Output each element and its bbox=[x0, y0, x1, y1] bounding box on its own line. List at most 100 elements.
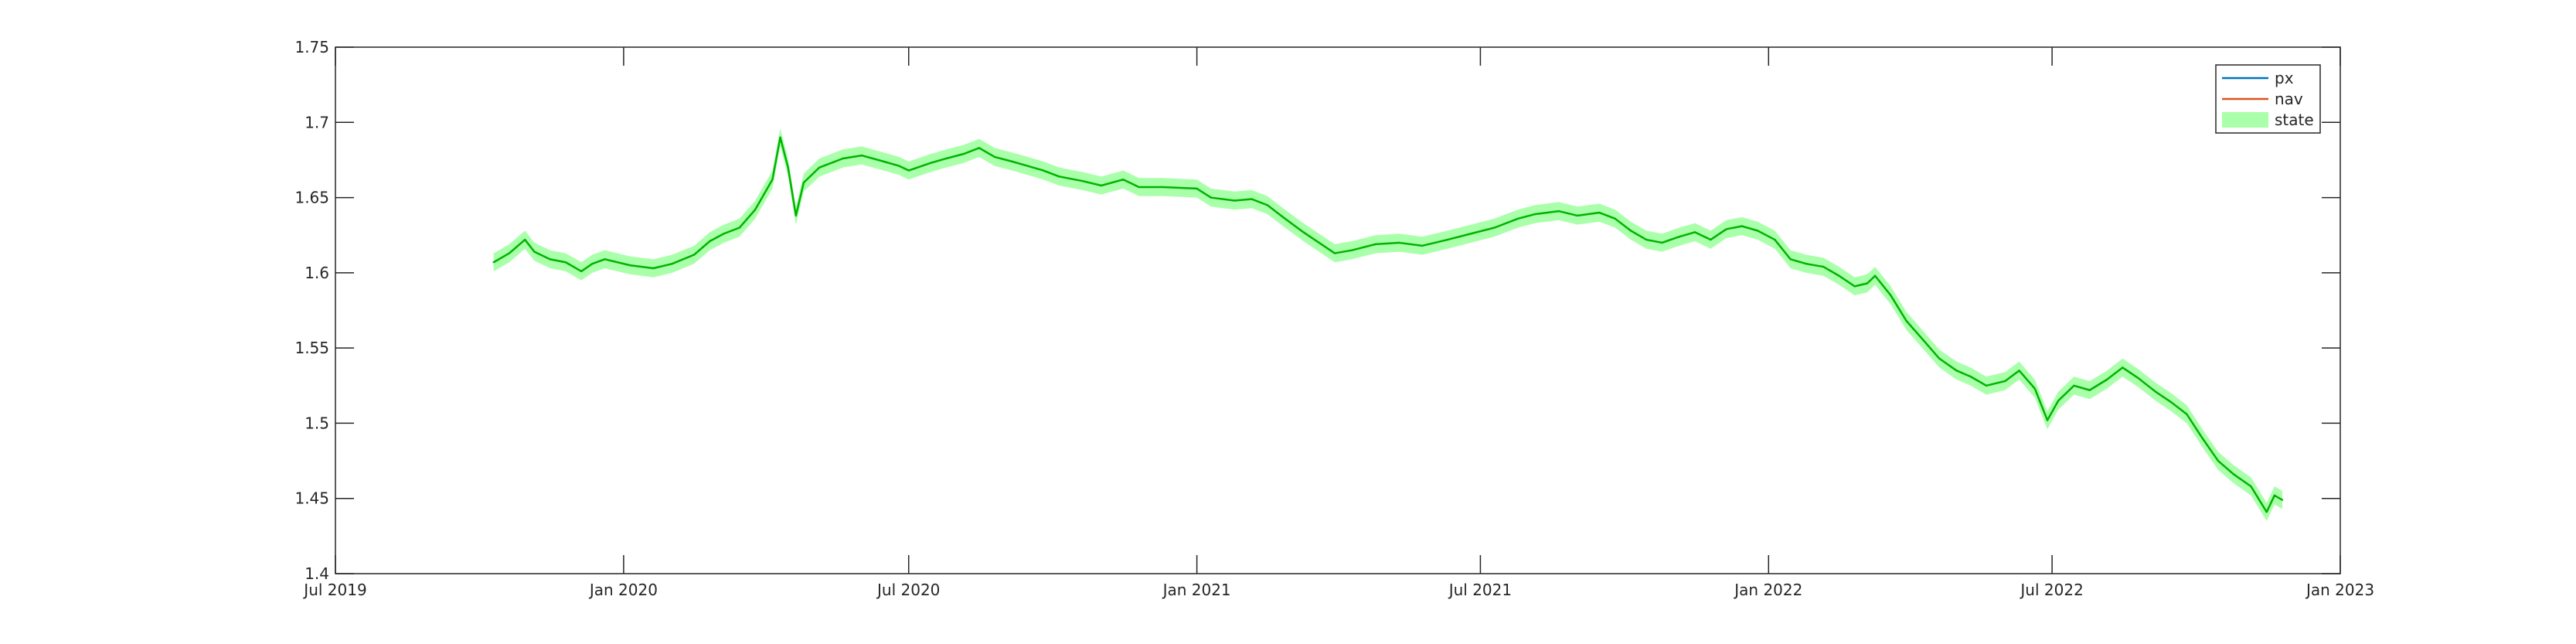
data-point bbox=[533, 250, 536, 253]
data-point bbox=[2281, 499, 2284, 501]
data-point bbox=[1042, 169, 1045, 172]
x-tick-label: Jul 2022 bbox=[2019, 581, 2083, 599]
data-point bbox=[1421, 244, 1424, 247]
data-point bbox=[652, 267, 655, 270]
data-point bbox=[2046, 419, 2049, 421]
data-point bbox=[795, 214, 798, 217]
data-point bbox=[2004, 380, 2006, 383]
data-point bbox=[1614, 217, 1616, 220]
data-point bbox=[1138, 186, 1140, 189]
data-point bbox=[1693, 231, 1696, 233]
data-point bbox=[842, 157, 844, 160]
data-point bbox=[2186, 413, 2188, 415]
data-point bbox=[723, 233, 725, 235]
data-point bbox=[1302, 231, 1305, 233]
data-point bbox=[1838, 274, 1840, 277]
data-point bbox=[1645, 238, 1648, 241]
data-point bbox=[2073, 384, 2075, 387]
series-line-layer bbox=[492, 136, 2284, 513]
data-point bbox=[2201, 437, 2203, 440]
data-point bbox=[818, 166, 821, 169]
axes-frame bbox=[335, 46, 2341, 574]
data-point bbox=[1789, 258, 1792, 261]
data-point bbox=[1938, 357, 1941, 359]
data-point bbox=[1351, 249, 1353, 251]
legend-label-nav: nav bbox=[2275, 90, 2303, 108]
legend-label-state: state bbox=[2275, 111, 2314, 129]
data-point bbox=[883, 160, 885, 163]
y-tick-label: 1.55 bbox=[294, 339, 329, 357]
data-point bbox=[1805, 262, 1808, 265]
data-point bbox=[1890, 294, 1892, 297]
data-point bbox=[2018, 370, 2020, 372]
data-point bbox=[2033, 387, 2037, 390]
data-point bbox=[1873, 274, 1877, 277]
data-point bbox=[1333, 252, 1336, 254]
data-point bbox=[929, 162, 932, 165]
data-point bbox=[2122, 366, 2124, 369]
series-line-px bbox=[493, 136, 2283, 513]
data-point bbox=[771, 179, 774, 181]
data-point bbox=[709, 240, 711, 243]
data-point bbox=[907, 169, 910, 172]
x-tick-label: Jul 2020 bbox=[876, 581, 940, 599]
data-point bbox=[2154, 390, 2157, 393]
data-point bbox=[1122, 179, 1125, 181]
data-point bbox=[1678, 235, 1680, 238]
legend-swatch-state bbox=[2222, 112, 2268, 128]
data-point bbox=[1516, 217, 1519, 220]
data-point bbox=[2105, 378, 2108, 381]
data-point bbox=[1955, 370, 1958, 372]
data-point bbox=[1774, 238, 1776, 241]
data-point bbox=[1266, 204, 1269, 206]
data-point bbox=[787, 166, 789, 169]
data-point bbox=[604, 258, 606, 261]
y-tick-label: 1.5 bbox=[305, 414, 329, 432]
data-point bbox=[945, 157, 948, 160]
data-point bbox=[2057, 400, 2060, 402]
data-point bbox=[1969, 375, 1972, 378]
data-point bbox=[2169, 400, 2173, 404]
data-point bbox=[1557, 210, 1560, 213]
data-point bbox=[1822, 265, 1825, 268]
data-point bbox=[1251, 198, 1253, 200]
data-point bbox=[2137, 377, 2139, 380]
data-point bbox=[860, 154, 863, 157]
data-point bbox=[1725, 228, 1727, 230]
data-point bbox=[754, 208, 757, 211]
data-point bbox=[1210, 196, 1213, 199]
data-point bbox=[738, 227, 741, 229]
data-point bbox=[1281, 216, 1285, 219]
data-point bbox=[591, 262, 594, 265]
y-tick-label: 1.6 bbox=[305, 264, 329, 282]
y-tick-label: 1.7 bbox=[305, 113, 329, 131]
y-tick-label: 1.65 bbox=[294, 189, 329, 207]
y-tick-label: 1.4 bbox=[305, 564, 329, 583]
data-point bbox=[1661, 241, 1663, 244]
data-point bbox=[1081, 179, 1084, 182]
data-point bbox=[1905, 319, 1907, 322]
data-point bbox=[628, 264, 631, 267]
data-point bbox=[1318, 241, 1320, 244]
data-point bbox=[2265, 511, 2268, 513]
x-axis: Jul 2019 Jan 2020 Jul 2020 Jan 2021 Jul 2021… bbox=[302, 47, 2374, 599]
data-point bbox=[508, 252, 511, 254]
x-tick-label: Jul 2019 bbox=[302, 581, 366, 599]
data-point bbox=[524, 238, 526, 241]
data-point bbox=[1493, 227, 1496, 229]
x-tick-label: Jul 2021 bbox=[1448, 581, 1512, 599]
data-point bbox=[1470, 233, 1472, 235]
y-axis: 1.4 1.45 1.5 1.55 1.6 1.65 1.7 1.75 bbox=[294, 38, 2340, 583]
data-point bbox=[1026, 165, 1029, 167]
data-point bbox=[564, 261, 567, 264]
data-point bbox=[779, 136, 781, 138]
data-point bbox=[1741, 225, 1744, 227]
x-tick-label: Jan 2022 bbox=[1733, 581, 1802, 599]
data-point bbox=[2088, 389, 2091, 391]
data-point bbox=[2250, 485, 2252, 488]
data-point bbox=[1629, 230, 1632, 232]
data-point bbox=[1374, 243, 1376, 246]
data-point bbox=[549, 258, 551, 261]
data-point bbox=[1756, 230, 1759, 232]
